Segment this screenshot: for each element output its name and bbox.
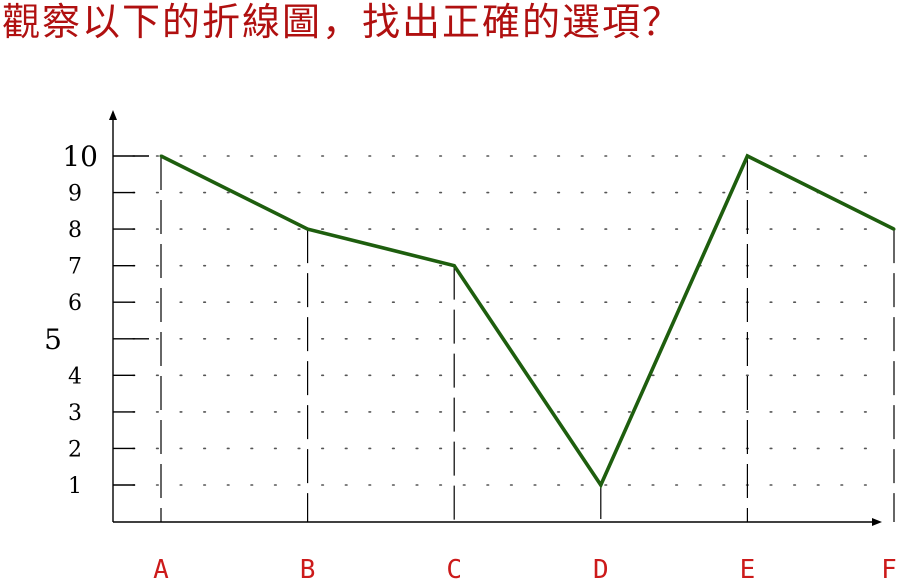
data-point-c	[452, 264, 456, 268]
x-label-f: F	[881, 555, 897, 582]
x-label-a: A	[153, 555, 169, 582]
axes	[109, 110, 882, 526]
y-tick-label-7: 7	[68, 255, 82, 280]
category-drop-lines	[160, 156, 895, 522]
y-axis-ticks: 1 2 3 456 7 8 9 10	[44, 140, 149, 499]
data-point-a	[159, 154, 163, 158]
y-tick-label-1: 1	[68, 474, 82, 499]
series	[159, 153, 896, 489]
y-tick-label-9: 9	[68, 182, 82, 207]
y-tick-label-5: 5	[44, 323, 62, 356]
x-axis-labels: A B C D E F	[153, 555, 897, 582]
x-label-e: E	[740, 555, 756, 582]
data-point-e	[745, 154, 749, 158]
y-tick-label-4: 4	[68, 364, 82, 389]
x-axis-arrow	[872, 518, 882, 526]
x-label-b: B	[300, 555, 316, 582]
data-point-b	[306, 227, 310, 231]
y-tick-label-2: 2	[68, 437, 82, 462]
data-point-d	[599, 483, 603, 487]
x-label-d: D	[593, 555, 609, 582]
y-axis-arrow	[109, 110, 117, 120]
y-tick-label-6: 6	[68, 291, 82, 316]
grid	[132, 155, 883, 486]
x-label-c: C	[446, 555, 462, 582]
y-tick-label-3: 3	[68, 401, 82, 426]
series-line	[160, 153, 895, 489]
data-point-f	[892, 227, 896, 231]
y-tick-label-10: 10	[62, 140, 98, 173]
y-tick-label-8: 8	[68, 218, 82, 243]
question-title: 觀察以下的折線圖，找出正確的選項？	[2, 0, 683, 44]
